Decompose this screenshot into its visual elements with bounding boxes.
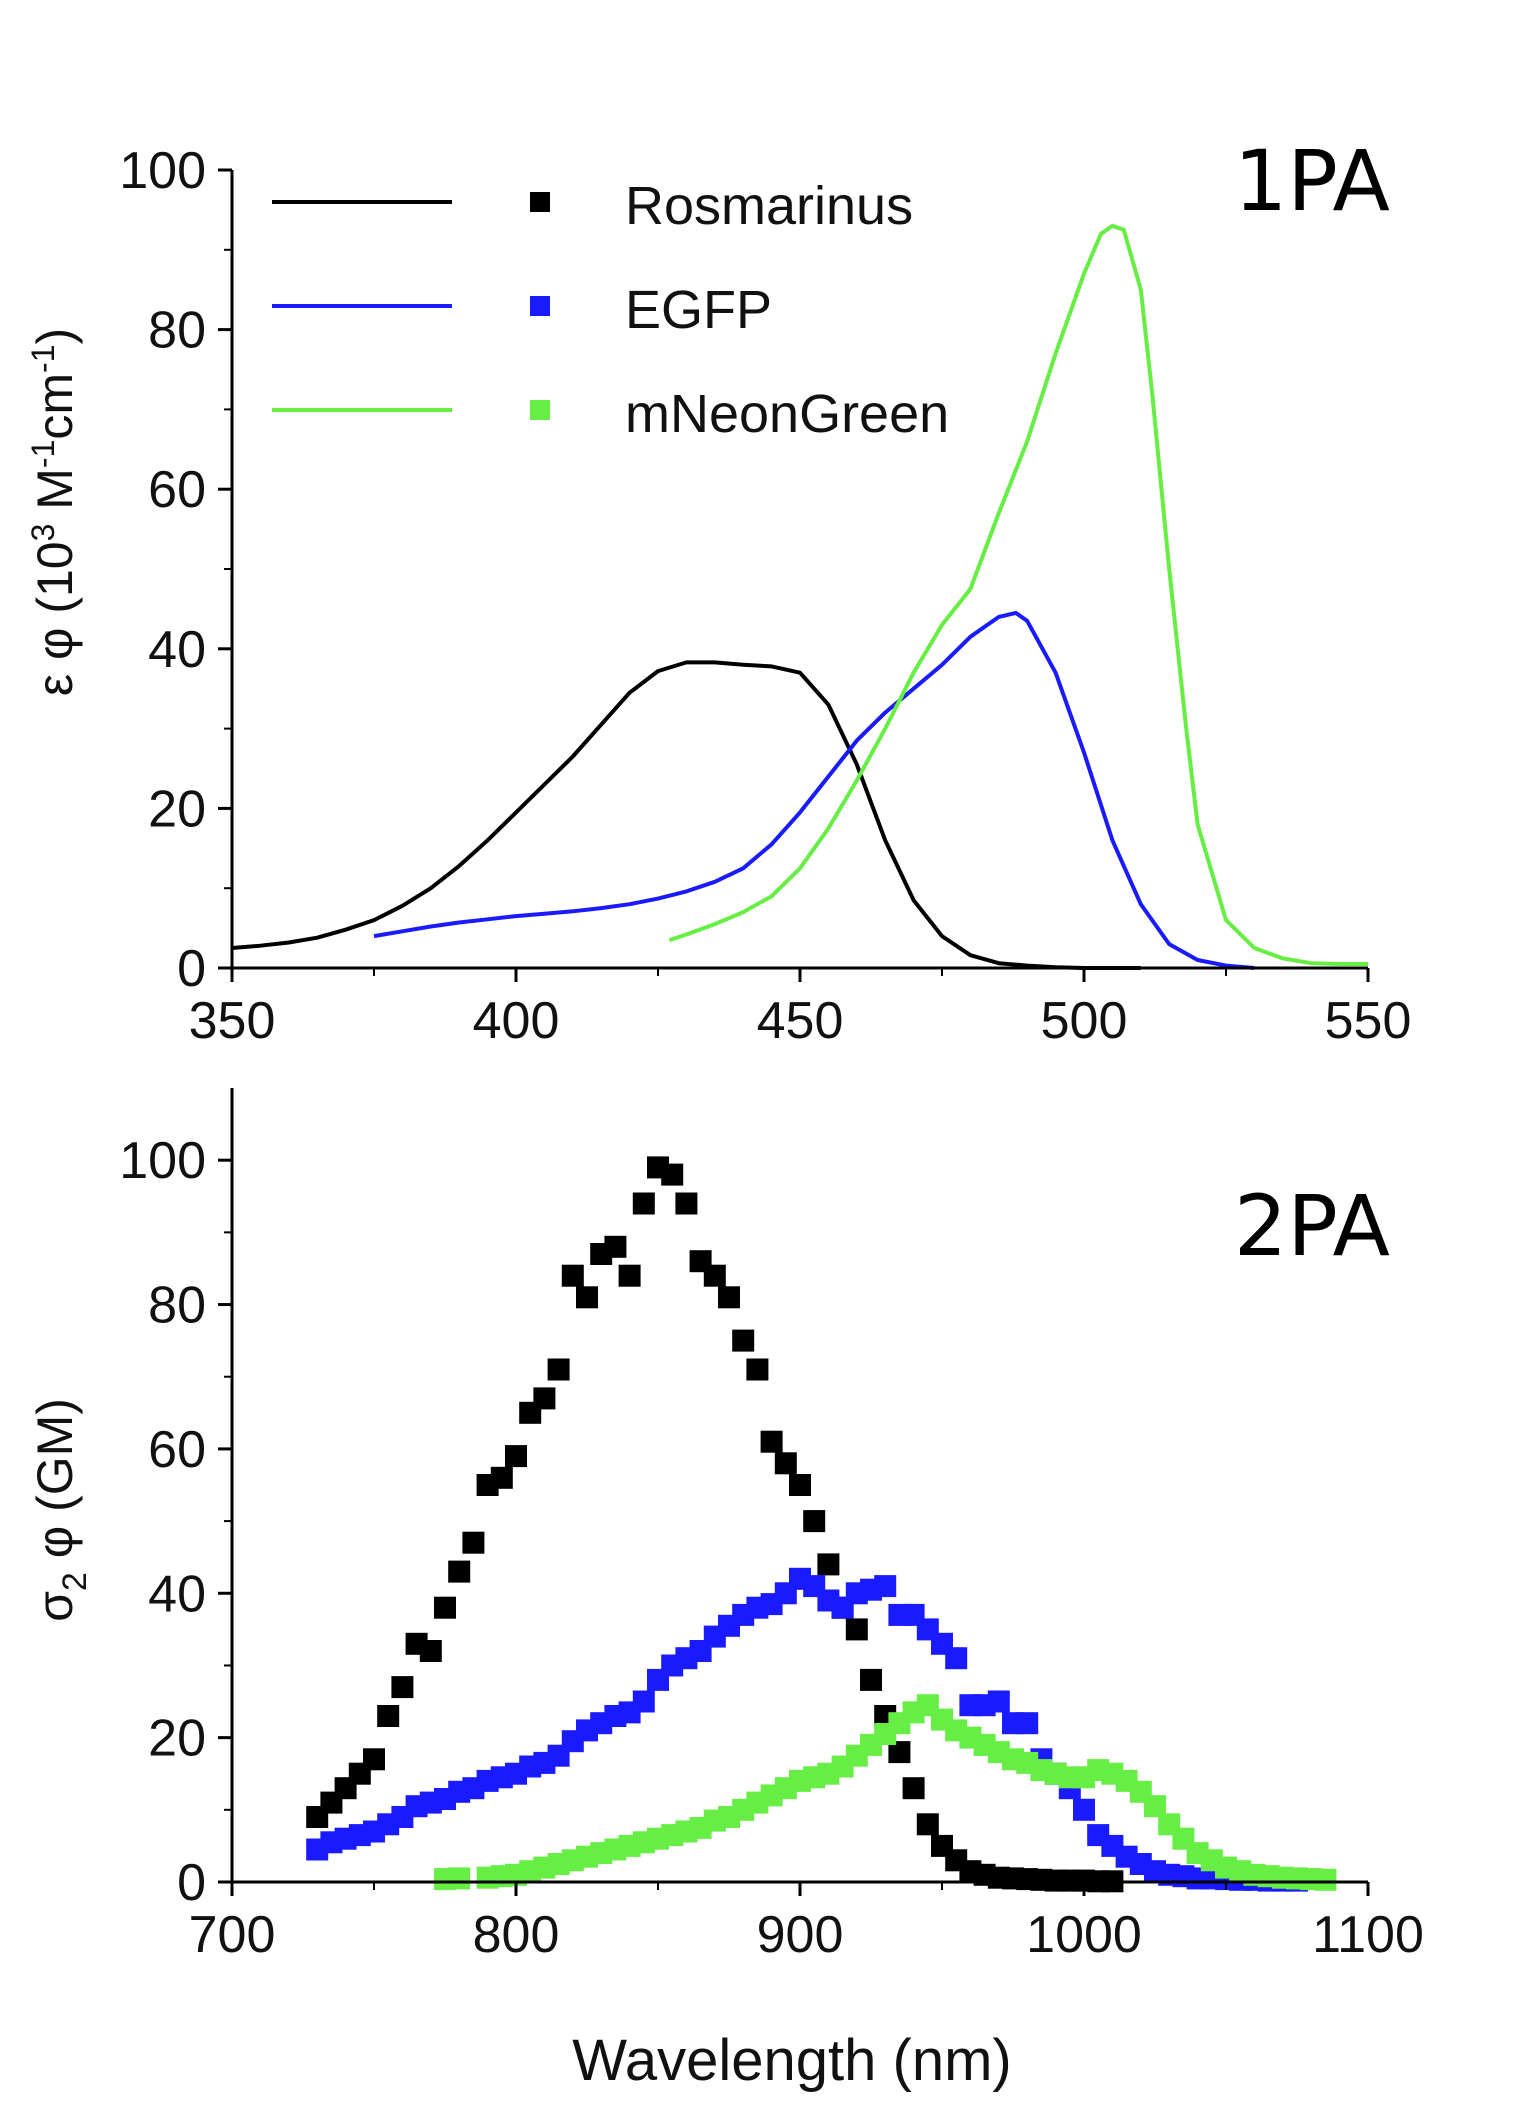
data-point-egfp [945,1647,968,1670]
data-point-rosmarinus [760,1430,783,1453]
data-point-rosmarinus [718,1286,740,1309]
data-point-rosmarinus [902,1777,925,1800]
data-point-egfp [987,1690,1010,1713]
x-tick-label-2pa-800: 800 [473,1906,560,1964]
y-tick-label-2pa-20: 20 [148,1710,206,1768]
x-tick-label-1pa-500: 500 [1041,992,1128,1050]
x-tick-label-1pa-400: 400 [473,992,560,1050]
legend: Rosmarinus EGFP mNeonGreen [272,176,949,444]
data-point-rosmarinus [675,1192,698,1215]
data-point-rosmarinus [732,1329,755,1352]
y-tick-label-1pa-60: 60 [148,461,206,519]
data-point-rosmarinus [363,1748,385,1771]
data-point-rosmarinus [703,1264,726,1287]
legend-item-mneongreen: mNeonGreen [272,384,949,444]
data-point-rosmarinus [434,1596,456,1619]
y-axis-label-2pa: σ2 φ (GM) [27,1398,94,1622]
data-point-rosmarinus [547,1358,570,1381]
series-points-mneongreen [434,1694,1337,1891]
data-point-egfp [632,1690,655,1713]
data-point-egfp [1073,1798,1095,1821]
data-point-rosmarinus [618,1264,641,1287]
data-point-rosmarinus [860,1668,882,1691]
series-line-mneongreen [668,223,1368,966]
data-point-rosmarinus [746,1358,769,1381]
x-tick-label-2pa-1000: 1000 [1026,1906,1142,1964]
y-axis-label-1pa: ε φ (103 M-1cm-1) [25,328,83,696]
panel-1pa-axes [230,170,1368,970]
data-point-rosmarinus [845,1618,868,1641]
y-tick-label-1pa-40: 40 [148,621,206,679]
data-point-rosmarinus [789,1474,811,1496]
data-point-rosmarinus [632,1192,655,1215]
x-tick-label-2pa-900: 900 [757,1906,844,1964]
data-point-rosmarinus [419,1640,442,1662]
data-point-rosmarinus [916,1813,939,1836]
legend-marker-mneongreen [530,400,550,420]
series-line-egfp [373,610,1255,970]
y-tick-label-2pa-60: 60 [148,1421,206,1479]
data-point-rosmarinus [576,1286,598,1309]
y-tick-label-2pa-100: 100 [119,1132,206,1190]
legend-label-mneongreen: mNeonGreen [625,384,949,444]
data-point-rosmarinus [377,1705,400,1727]
x-tick-label-1pa-350: 350 [189,992,276,1050]
data-point-rosmarinus [505,1445,527,1468]
data-point-egfp [1016,1712,1039,1735]
data-point-rosmarinus [661,1163,684,1186]
data-point-rosmarinus [462,1531,485,1554]
series-line-rosmarinus [231,660,1141,970]
legend-item-egfp: EGFP [272,280,772,340]
x-tick-label-2pa-1100: 1100 [1312,1906,1424,1964]
y-tick-label-2pa-80: 80 [148,1277,206,1335]
panel-2pa-series [306,1156,1337,1893]
data-point-rosmarinus [803,1510,826,1533]
data-point-rosmarinus [391,1676,414,1699]
data-point-mneongreen [1144,1795,1166,1818]
panel-1pa-ticks: 350 400 450 500 550 0 20 40 60 80 100 [119,142,1411,1050]
data-point-rosmarinus [888,1741,911,1764]
data-point-rosmarinus [774,1452,797,1475]
legend-item-rosmarinus: Rosmarinus [272,176,913,236]
panel-2pa: 700 800 900 1000 1100 0 20 40 60 80 100 2PA σ2 φ (… [27,1088,1424,2093]
data-point-rosmarinus [448,1560,471,1583]
data-point-rosmarinus [490,1466,513,1489]
x-tick-label-2pa-700: 700 [189,1906,276,1964]
data-point-egfp [874,1575,897,1598]
data-point-rosmarinus [533,1387,556,1410]
legend-label-rosmarinus: Rosmarinus [625,176,913,236]
y-tick-label-1pa-100: 100 [119,142,206,200]
panel-label-1pa: 1PA [1234,132,1390,230]
y-tick-label-1pa-80: 80 [148,302,206,360]
data-point-rosmarinus [604,1235,627,1258]
data-point-rosmarinus [817,1553,840,1576]
series-points-egfp [306,1567,1308,1892]
y-tick-label-2pa-40: 40 [148,1565,206,1623]
data-point-rosmarinus [561,1264,584,1287]
x-tick-label-1pa-550: 550 [1325,992,1412,1050]
panel-1pa: 350 400 450 500 550 0 20 40 60 80 100 1PA ε φ (103… [25,132,1411,1050]
y-tick-label-2pa-0: 0 [177,1854,206,1912]
y-tick-label-1pa-0: 0 [177,940,206,998]
panel-1pa-series [231,223,1368,970]
legend-marker-rosmarinus [530,192,550,212]
panel-2pa-ticks: 700 800 900 1000 1100 0 20 40 60 80 100 [119,1132,1424,1964]
x-axis-label-2pa: Wavelength (nm) [572,2028,1011,2093]
data-point-mneongreen [1314,1868,1337,1891]
panel-label-2pa: 2PA [1234,1177,1390,1275]
y-tick-label-1pa-20: 20 [148,780,206,838]
data-point-mneongreen [448,1867,471,1890]
x-tick-label-1pa-450: 450 [757,992,844,1050]
legend-label-egfp: EGFP [625,280,772,340]
legend-marker-egfp [530,296,550,316]
series-points-rosmarinus [306,1156,1124,1893]
